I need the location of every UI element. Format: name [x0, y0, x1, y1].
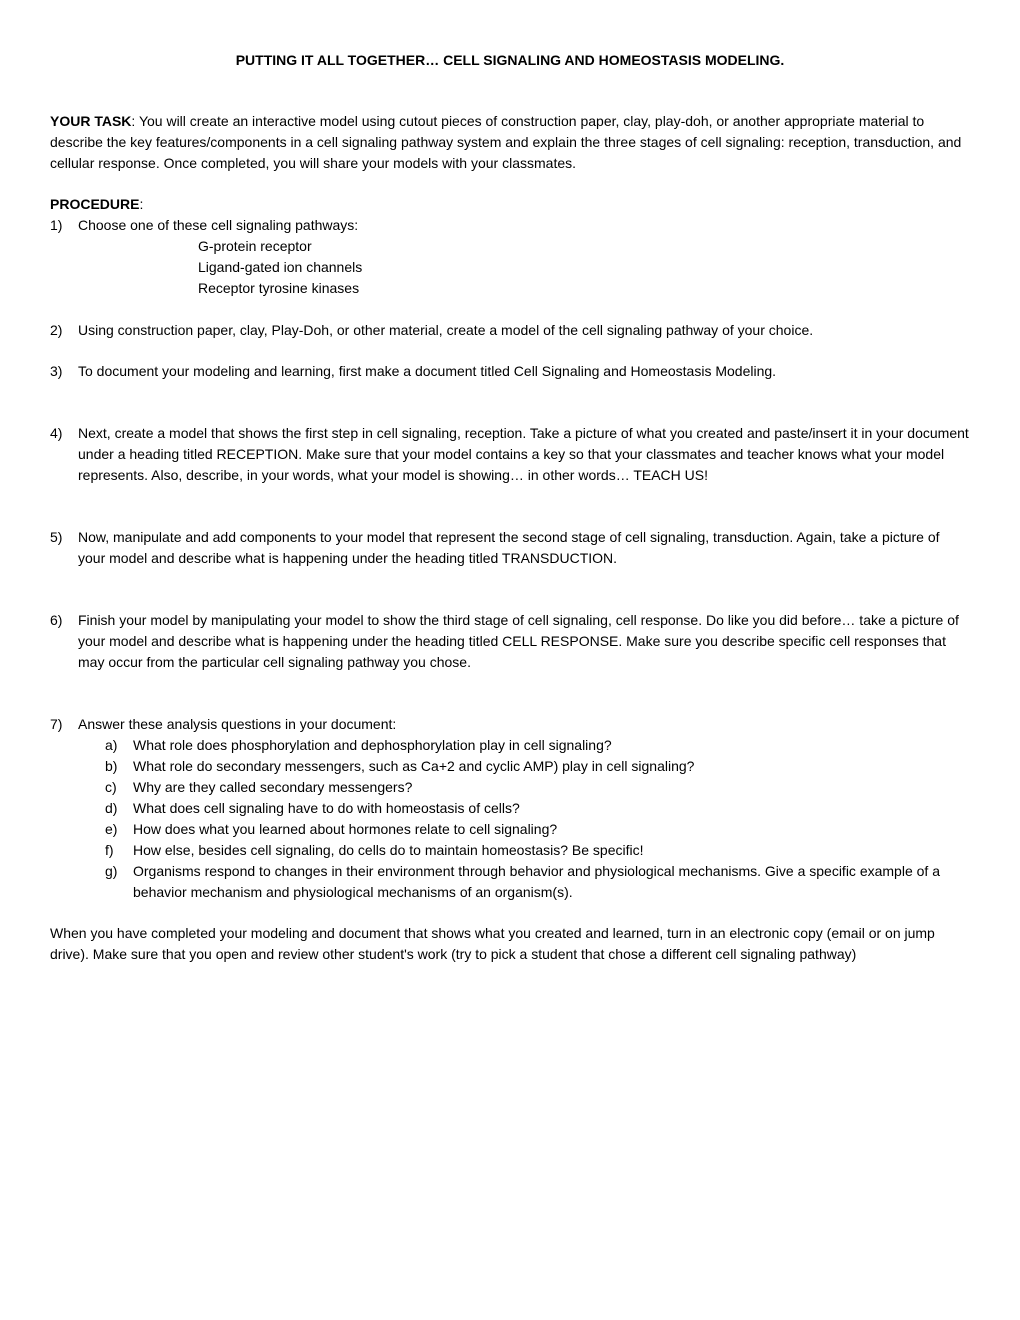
step-content: Choose one of these cell signaling pathw… [78, 215, 970, 236]
procedure-step-4: 4) Next, create a model that shows the f… [50, 423, 970, 486]
procedure-step-7: 7) Answer these analysis questions in yo… [50, 714, 970, 735]
step-content: Now, manipulate and add components to yo… [78, 527, 970, 569]
procedure-step-3: 3) To document your modeling and learnin… [50, 361, 970, 382]
analysis-questions: a) What role does phosphorylation and de… [105, 735, 970, 903]
task-label: YOUR TASK [50, 113, 131, 129]
step-content: Using construction paper, clay, Play-Doh… [78, 320, 970, 341]
question-text: What does cell signaling have to do with… [133, 798, 970, 819]
task-paragraph: YOUR TASK: You will create an interactiv… [50, 111, 970, 174]
step-content: Answer these analysis questions in your … [78, 714, 970, 735]
document-title: PUTTING IT ALL TOGETHER… CELL SIGNALING … [50, 50, 970, 71]
question-letter: a) [105, 735, 133, 756]
analysis-question: a) What role does phosphorylation and de… [105, 735, 970, 756]
question-letter: d) [105, 798, 133, 819]
question-text: Why are they called secondary messengers… [133, 777, 970, 798]
question-letter: b) [105, 756, 133, 777]
analysis-question: e) How does what you learned about hormo… [105, 819, 970, 840]
closing-paragraph: When you have completed your modeling an… [50, 923, 970, 965]
step-number: 1) [50, 215, 78, 236]
step-content: Finish your model by manipulating your m… [78, 610, 970, 673]
procedure-step-5: 5) Now, manipulate and add components to… [50, 527, 970, 569]
step-content: Next, create a model that shows the firs… [78, 423, 970, 486]
analysis-question: g) Organisms respond to changes in their… [105, 861, 970, 903]
question-letter: c) [105, 777, 133, 798]
pathway-option: G-protein receptor [198, 236, 970, 257]
analysis-question: d) What does cell signaling have to do w… [105, 798, 970, 819]
question-text: How does what you learned about hormones… [133, 819, 970, 840]
procedure-step-6: 6) Finish your model by manipulating you… [50, 610, 970, 673]
analysis-question: b) What role do secondary messengers, su… [105, 756, 970, 777]
procedure-step-1: 1) Choose one of these cell signaling pa… [50, 215, 970, 236]
procedure-heading-label: PROCEDURE [50, 196, 139, 212]
procedure-colon: : [139, 196, 143, 212]
step-number: 2) [50, 320, 78, 341]
pathway-list: G-protein receptor Ligand-gated ion chan… [198, 236, 970, 299]
procedure-heading: PROCEDURE: [50, 194, 970, 215]
step-number: 3) [50, 361, 78, 382]
step-number: 6) [50, 610, 78, 673]
question-text: How else, besides cell signaling, do cel… [133, 840, 970, 861]
question-letter: g) [105, 861, 133, 903]
pathway-option: Receptor tyrosine kinases [198, 278, 970, 299]
question-letter: e) [105, 819, 133, 840]
question-letter: f) [105, 840, 133, 861]
task-text: : You will create an interactive model u… [50, 113, 961, 171]
question-text: Organisms respond to changes in their en… [133, 861, 970, 903]
step-number: 5) [50, 527, 78, 569]
question-text: What role do secondary messengers, such … [133, 756, 970, 777]
question-text: What role does phosphorylation and depho… [133, 735, 970, 756]
step-number: 7) [50, 714, 78, 735]
step-number: 4) [50, 423, 78, 486]
analysis-question: c) Why are they called secondary messeng… [105, 777, 970, 798]
procedure-step-2: 2) Using construction paper, clay, Play-… [50, 320, 970, 341]
analysis-question: f) How else, besides cell signaling, do … [105, 840, 970, 861]
pathway-option: Ligand-gated ion channels [198, 257, 970, 278]
step-content: To document your modeling and learning, … [78, 361, 970, 382]
